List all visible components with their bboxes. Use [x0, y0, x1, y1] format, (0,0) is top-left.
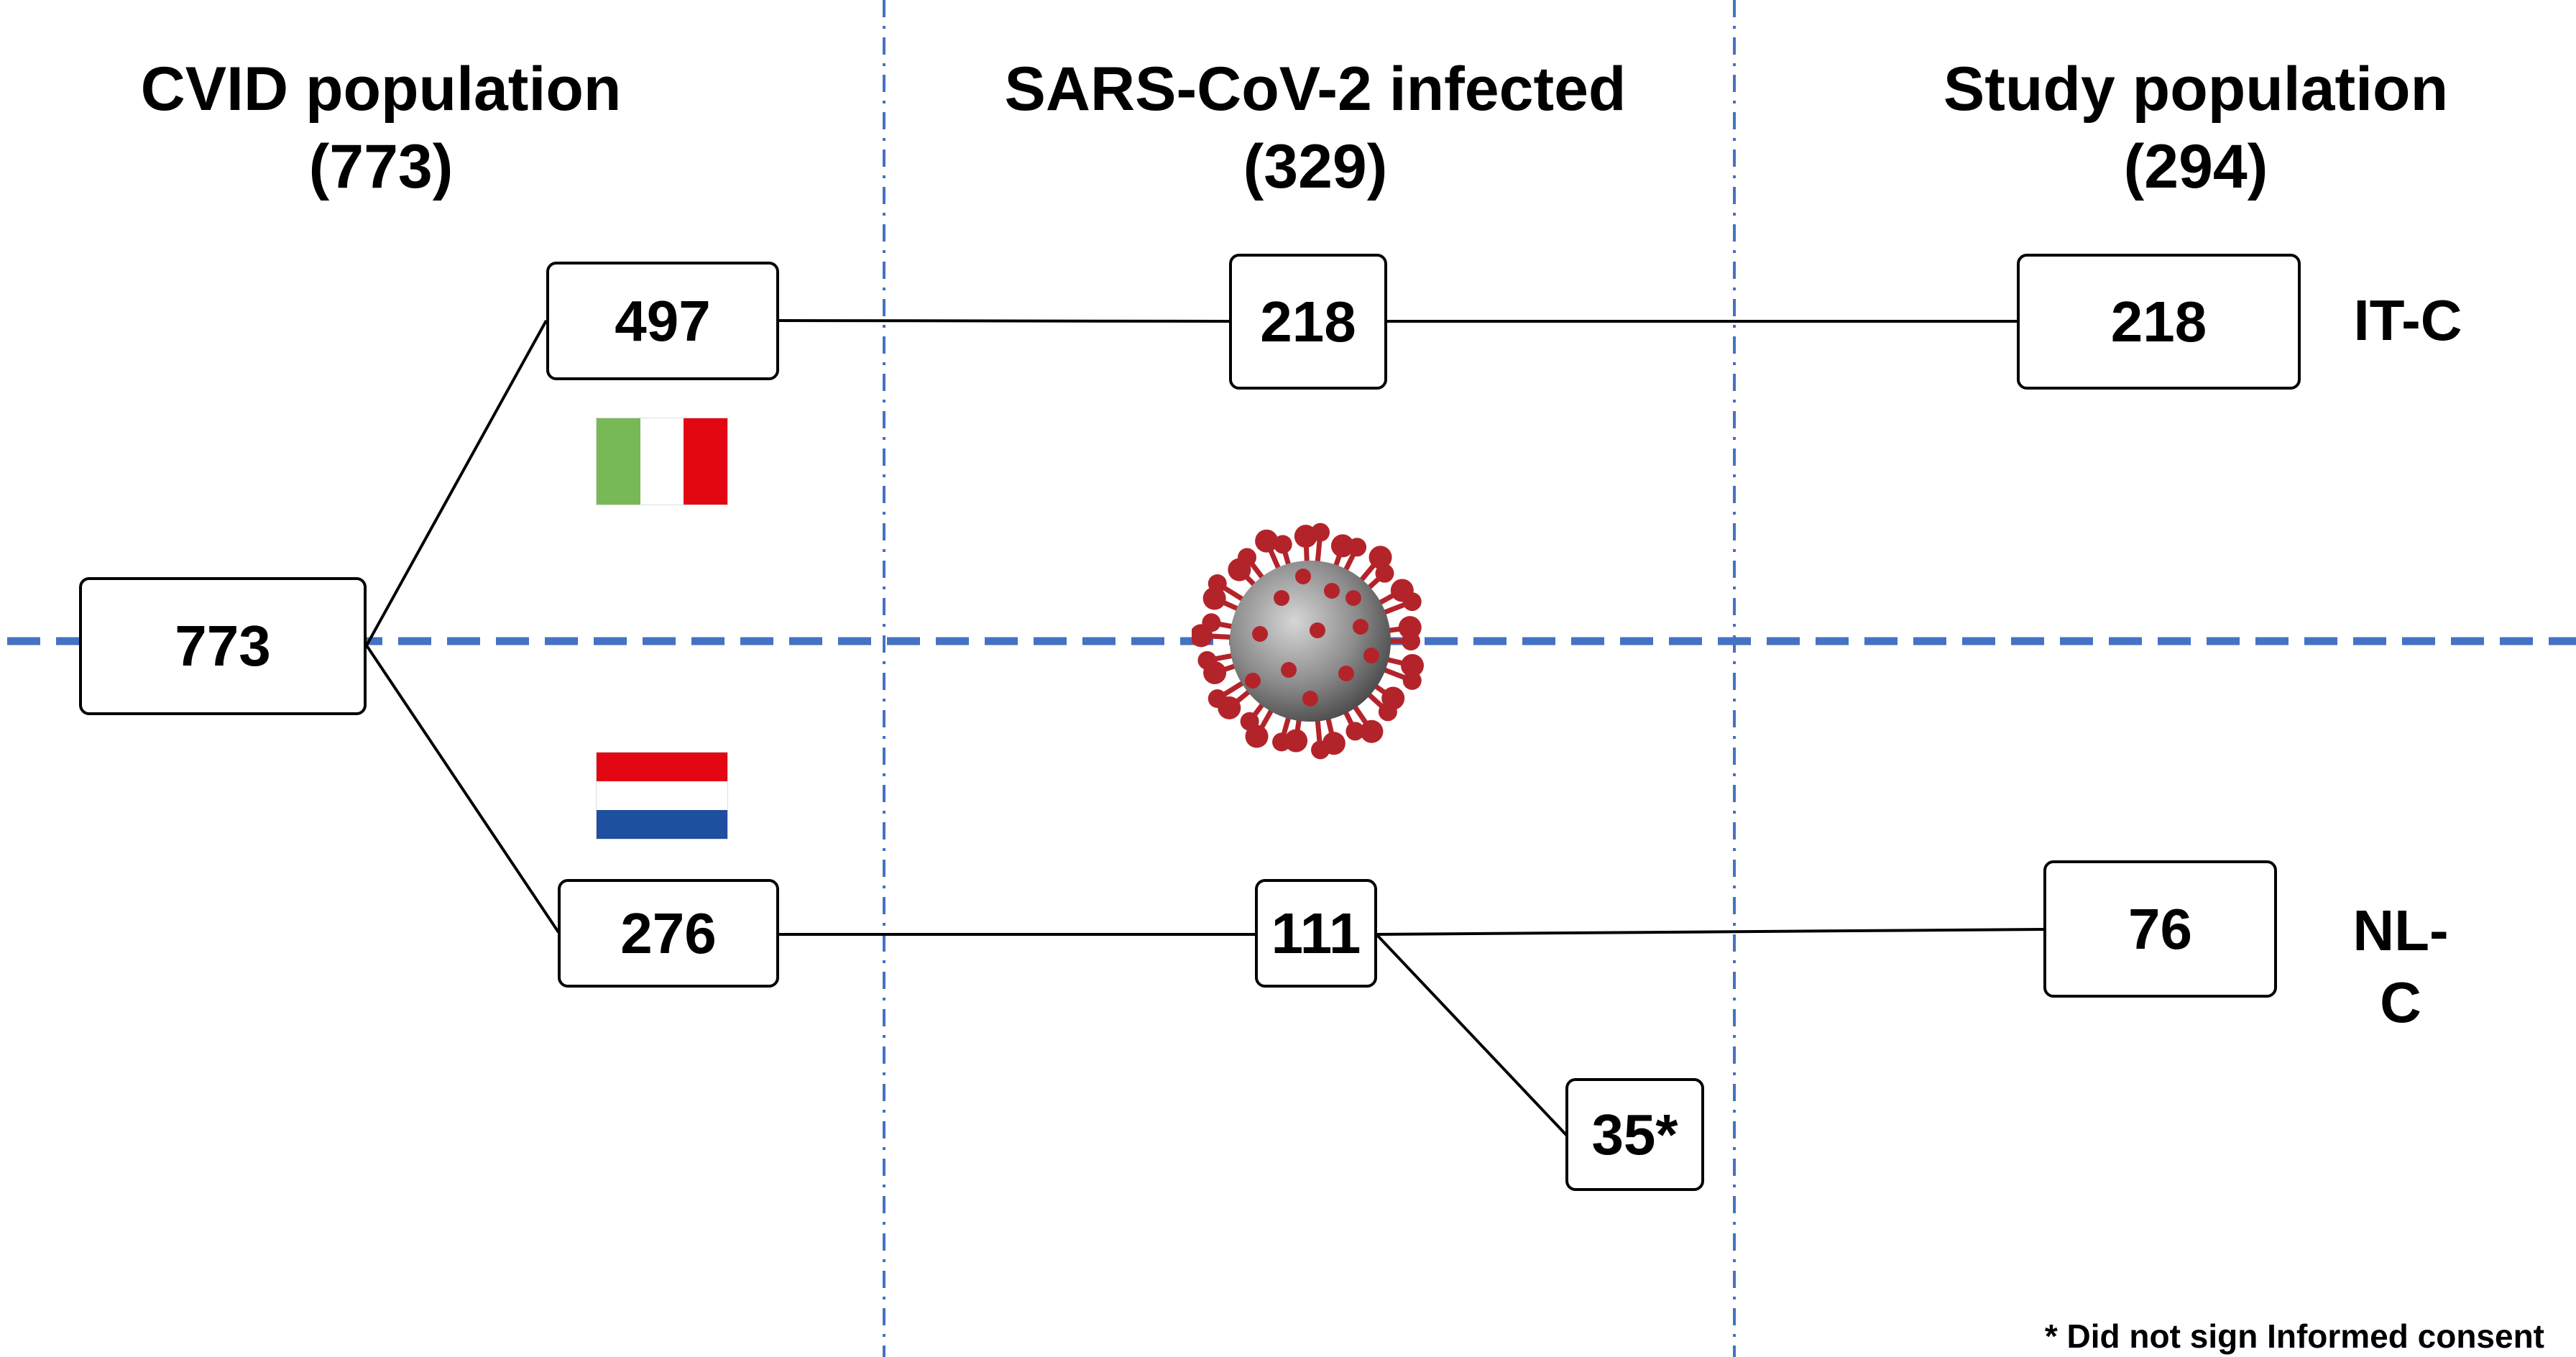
virus-spike-head — [1208, 689, 1227, 709]
virus-surface-spike — [1353, 619, 1368, 635]
virus-surface-spike — [1363, 648, 1379, 663]
virus-spike-head — [1398, 616, 1422, 640]
virus-spike-head — [1311, 523, 1330, 542]
virus-spike-head — [1311, 740, 1330, 760]
tag-nl-line1: NL- — [2352, 898, 2449, 962]
virus-spike-head — [1346, 722, 1365, 741]
virus-spike-head — [1360, 719, 1384, 743]
tag-nl-line2: C — [2380, 970, 2421, 1034]
italy-flag-icon — [597, 418, 728, 505]
virus-spike-head — [1402, 592, 1422, 612]
tag-it-cohort: IT-C — [2353, 288, 2462, 352]
connector-nl-2 — [1376, 928, 2046, 936]
virus-surface-spike — [1252, 626, 1268, 642]
virus-spike-head — [1272, 732, 1292, 752]
virus-surface-spike — [1281, 662, 1297, 678]
box-it-study: 218 — [2017, 254, 2301, 390]
virus-spike-head — [1202, 613, 1221, 632]
connector-nl-excluded — [1375, 933, 1568, 1137]
heading-cvid-line2: (773) — [308, 132, 454, 201]
virus-surface-spike — [1324, 583, 1340, 599]
box-nl-study: 76 — [2043, 860, 2277, 998]
virus-surface-spike — [1346, 590, 1361, 606]
virus-spike-head — [1208, 574, 1227, 593]
box-total-cvid: 773 — [79, 577, 367, 715]
heading-cvid-population: CVID population (773) — [86, 50, 676, 206]
virus-spike-head — [1368, 546, 1392, 569]
tag-nl-cohort: NL- C — [2343, 895, 2458, 1039]
virus-spike-head — [1197, 650, 1217, 670]
virus-surface-spike — [1338, 666, 1354, 681]
coronavirus-icon — [1192, 523, 1424, 760]
virus-spike-head — [1348, 538, 1367, 557]
heading-infected-line1: SARS-CoV-2 infected — [1004, 55, 1627, 124]
heading-cvid-line1: CVID population — [140, 55, 622, 124]
virus-spike-head — [1402, 671, 1422, 690]
virus-spike-head — [1400, 653, 1424, 677]
virus-spike-head — [1240, 712, 1259, 731]
box-it-cvid: 497 — [546, 262, 779, 380]
heading-study-line1: Study population — [1943, 55, 2449, 124]
box-nl-infected: 111 — [1255, 879, 1377, 988]
heading-study-population: Study population (294) — [1883, 50, 2508, 206]
virus-surface-spike — [1302, 691, 1318, 707]
virus-surface-spike — [1245, 673, 1261, 689]
heading-sars-cov-2-infected: SARS-CoV-2 infected (329) — [949, 50, 1682, 206]
connector-total-to-nl — [365, 644, 560, 934]
footnote: * Did not sign Informed consent — [2044, 1317, 2544, 1355]
heading-study-line2: (294) — [2123, 132, 2268, 201]
virus-spike-head — [1375, 564, 1394, 583]
virus-surface-spike — [1310, 622, 1325, 638]
box-nl-excluded: 35* — [1565, 1078, 1704, 1191]
connector-total-to-it — [365, 320, 548, 646]
virus-surface-spikes — [1245, 569, 1379, 707]
virus-spike-head — [1238, 548, 1257, 567]
virus-surface-spike — [1274, 590, 1289, 606]
virus-surface-spike — [1295, 569, 1311, 584]
virus-spike-head — [1330, 534, 1354, 558]
virus-spike-head — [1202, 586, 1226, 610]
heading-infected-line2: (329) — [1243, 132, 1388, 201]
virus-spike-head — [1284, 729, 1308, 753]
virus-spike-head — [1273, 535, 1292, 554]
box-it-infected: 218 — [1229, 254, 1387, 390]
netherlands-flag-icon — [597, 753, 727, 839]
virus-spike-head — [1378, 702, 1397, 722]
virus-spike-head — [1255, 529, 1279, 553]
box-nl-cvid: 276 — [558, 879, 779, 988]
